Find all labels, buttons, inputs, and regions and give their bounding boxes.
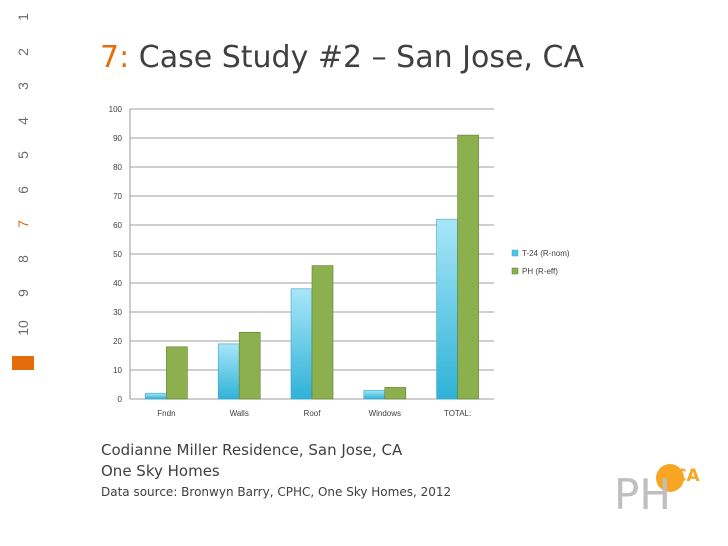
chart-bars — [145, 134, 479, 400]
y-axis-ticks: 0 10 20 30 40 50 60 70 80 90 100 — [109, 105, 123, 404]
logo-ph-text: PH — [614, 470, 671, 519]
y-tick-label: 90 — [113, 134, 122, 143]
y-tick-label: 100 — [109, 105, 123, 114]
slide-title: 7: Case Study #2 – San Jose, CA — [100, 40, 584, 75]
legend-label: PH (R-eff) — [522, 267, 558, 276]
chart-legend: T-24 (R-nom) PH (R-eff) — [511, 249, 570, 276]
bar-ph-total — [457, 134, 479, 400]
y-tick-label: 60 — [113, 221, 122, 230]
bar-ph-walls — [238, 331, 261, 400]
slide-caption: Codianne Miller Residence, San Jose, CA … — [101, 440, 451, 502]
x-tick-label: Walls — [230, 409, 249, 418]
bar-t24-roof — [290, 288, 313, 400]
bar-t24-total — [436, 218, 458, 400]
y-tick-label: 70 — [113, 192, 122, 201]
slide-number: 7: — [100, 40, 130, 75]
x-axis-ticks: Fndn Walls Roof Windows TOTAL: — [157, 409, 471, 418]
y-tick-label: 30 — [113, 308, 122, 317]
slide-title-text: Case Study #2 – San Jose, CA — [138, 40, 584, 75]
bar-t24-windows — [363, 389, 386, 400]
caption-source: Data source: Bronwyn Barry, CPHC, One Sk… — [101, 485, 452, 499]
caption-residence: Codianne Miller Residence, San Jose, CA — [101, 441, 403, 459]
bar-t24-fndn — [145, 392, 167, 400]
nav-indicator-bar — [12, 356, 34, 370]
caption-builder: One Sky Homes — [101, 462, 220, 480]
y-tick-label: 80 — [113, 163, 122, 172]
bar-ph-roof — [311, 265, 334, 400]
legend-swatch — [511, 267, 519, 275]
y-tick-label: 10 — [113, 366, 122, 375]
bar-ph-windows — [384, 387, 407, 400]
x-tick-label: Roof — [304, 409, 322, 418]
x-tick-label: Fndn — [157, 409, 175, 418]
y-tick-label: 20 — [113, 337, 122, 346]
y-tick-label: 0 — [118, 395, 123, 404]
logo-circle — [656, 464, 684, 492]
y-tick-label: 40 — [113, 279, 122, 288]
bar-ph-fndn — [166, 346, 188, 400]
legend-swatch — [511, 249, 519, 257]
x-tick-label: Windows — [369, 409, 401, 418]
phca-logo: PH CA — [614, 464, 704, 520]
x-tick-label: TOTAL: — [444, 409, 471, 418]
logo-ca-text: CA — [674, 466, 700, 486]
y-tick-label: 50 — [113, 250, 122, 259]
legend-label: T-24 (R-nom) — [522, 249, 570, 258]
bar-t24-walls — [217, 343, 240, 400]
